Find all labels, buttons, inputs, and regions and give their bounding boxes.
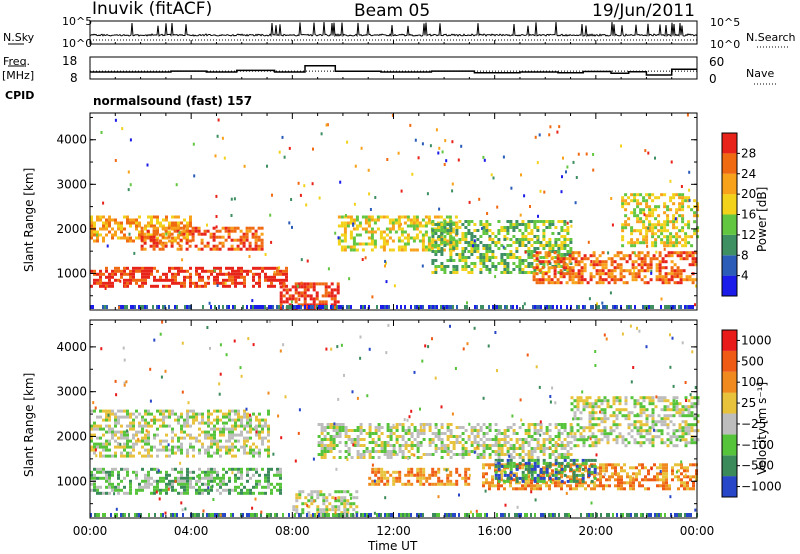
cpid-label: CPID <box>5 89 35 102</box>
velocity-ytick-label: 3000 <box>56 385 87 399</box>
x-axis-label: Time UT <box>368 539 418 553</box>
power-colorbar-swatch <box>722 234 737 256</box>
power-colorbar-swatch <box>722 214 737 235</box>
power-ytick-label: 2000 <box>56 222 87 236</box>
velocity-colorbar-swatch <box>722 413 737 435</box>
power-ytick-label: 3000 <box>56 177 87 191</box>
power-ytick-label: 4000 <box>56 133 87 147</box>
velocity-echo-cells <box>90 320 700 518</box>
x-tick-label: 20:00 <box>579 524 614 538</box>
velocity-colorbar-swatch <box>722 392 737 414</box>
velocity-colorbar-tick-label: 25 <box>741 396 756 410</box>
noise-left-tick-high: 10^5 <box>62 15 93 28</box>
velocity-ytick-label: 4000 <box>56 340 87 354</box>
noise-left-tick-low: 10^0 <box>62 37 93 50</box>
velocity-colorbar-tick-label: −1000 <box>741 480 782 494</box>
beam-title: Beam 05 <box>354 1 431 21</box>
power-colorbar-swatch <box>722 133 737 154</box>
power-colorbar-swatch <box>722 153 737 174</box>
nsky-label: N.Sky <box>3 31 35 44</box>
velocity-colorbar-swatch <box>722 434 737 456</box>
power-colorbar-tick-label: 16 <box>741 208 756 222</box>
velocity-colorbar-swatch <box>722 371 737 393</box>
velocity-colorbar-frame <box>721 329 738 498</box>
power-colorbar-tick-label: 28 <box>741 146 756 160</box>
velocity-colorbar-label: Velocity [m s⁻¹] <box>755 381 769 475</box>
velocity-colorbar-swatch <box>722 330 737 351</box>
x-tick-label: 04:00 <box>174 524 209 538</box>
velocity-colorbar-tick-label: −500 <box>741 459 774 473</box>
noise-sky-line <box>89 21 698 38</box>
freq-unit-label: [MHz] <box>2 69 35 82</box>
noise-right-tick-low: 10^0 <box>710 38 741 51</box>
power-colorbar-label: Power [dB] <box>755 186 769 252</box>
power-colorbar-swatch <box>722 194 737 215</box>
power-colorbar-tick-label: 20 <box>741 187 756 201</box>
noise-right-tick-high: 10^5 <box>710 16 741 29</box>
power-colorbar-tick-label: 12 <box>741 228 756 242</box>
velocity-colorbar-tick-label: −25 <box>741 417 766 431</box>
x-tick-label: 00:00 <box>680 524 715 538</box>
velocity-ytick-label: 1000 <box>56 474 87 488</box>
x-tick-label: 08:00 <box>275 524 310 538</box>
x-tick-label: 16:00 <box>477 524 512 538</box>
x-tick-label: 00:00 <box>73 524 108 538</box>
velocity-colorbar-tick-label: −100 <box>741 438 774 452</box>
power-colorbar-tick-label: 4 <box>741 269 749 283</box>
freq-left-tick-high: 18 <box>62 54 78 68</box>
nsearch-label: N.Search <box>746 31 796 44</box>
power-colorbar-swatch <box>722 275 737 296</box>
date-title: 19/Jun/2011 <box>592 1 695 21</box>
velocity-colorbar-tick-label: 1000 <box>741 333 772 347</box>
nave-label: Nave <box>746 67 775 80</box>
velocity-colorbar-tick-label: 500 <box>741 354 764 368</box>
power-echo-cells <box>90 113 700 310</box>
power-colorbar-swatch <box>722 255 737 276</box>
velocity-colorbar-swatch <box>722 455 737 477</box>
velocity-colorbar-swatch <box>722 350 737 372</box>
power-ylabel: Slant Range [km] <box>22 167 36 272</box>
velocity-colorbar-swatch <box>722 476 737 497</box>
freq-left-tick-low: 8 <box>70 71 78 85</box>
freq-label: Freq. <box>3 55 31 68</box>
freq-right-tick-low: 0 <box>709 72 717 86</box>
power-colorbar-tick-label: 24 <box>741 167 756 181</box>
power-colorbar-swatch <box>722 173 737 195</box>
power-ytick-label: 1000 <box>56 266 87 280</box>
velocity-ylabel: Slant Range [km] <box>22 372 36 477</box>
cpid-text: normalsound (fast) 157 <box>93 94 253 108</box>
x-tick-label: 12:00 <box>376 524 411 538</box>
velocity-ytick-label: 2000 <box>56 429 87 443</box>
station-title: Inuvik (fitACF) <box>92 0 213 19</box>
velocity-colorbar-tick-label: 100 <box>741 375 764 389</box>
power-colorbar-tick-label: 8 <box>741 248 749 262</box>
freq-right-tick-high: 60 <box>709 55 725 69</box>
frequency-line <box>90 65 697 76</box>
